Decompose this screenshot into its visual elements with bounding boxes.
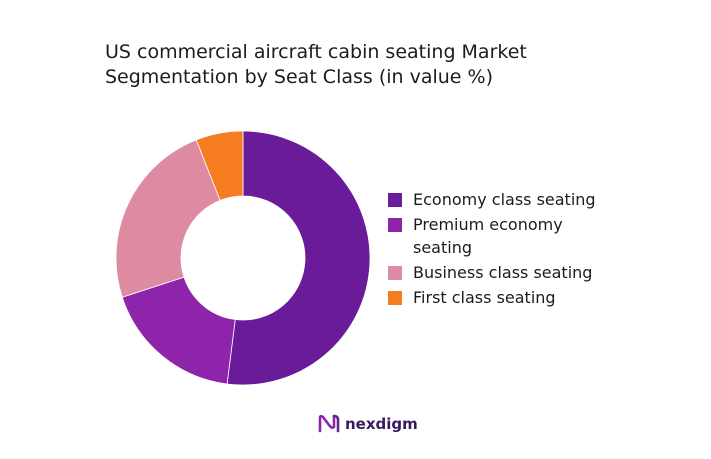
nexdigm-logo-icon (318, 414, 340, 433)
legend-swatch-economy (388, 193, 402, 207)
legend-item-premium-economy: Premium economy seating (388, 215, 613, 259)
legend-swatch-business (388, 266, 402, 280)
slice-first (195, 130, 244, 201)
legend-label-business: Business class seating (413, 263, 593, 282)
brand-logo: nexdigm (318, 414, 418, 434)
legend-label-first: First class seating (413, 288, 556, 307)
slice-premium-economy (121, 276, 236, 385)
chart-legend: Economy class seating Premium economy se… (388, 190, 613, 313)
chart-title-line-2: Segmentation by Seat Class (in value %) (105, 66, 494, 88)
chart-title: US commercial aircraft cabin seating Mar… (105, 40, 527, 90)
legend-item-economy: Economy class seating (388, 190, 613, 211)
legend-swatch-premium-economy (388, 218, 402, 232)
chart-title-line-1: US commercial aircraft cabin seating Mar… (105, 41, 527, 63)
legend-label-premium-economy: Premium economy seating (413, 215, 563, 257)
legend-label-economy: Economy class seating (413, 190, 596, 209)
legend-swatch-first (388, 291, 402, 305)
legend-item-first: First class seating (388, 288, 613, 309)
legend-item-business: Business class seating (388, 263, 613, 284)
slice-business (115, 139, 221, 298)
slice-economy (226, 130, 371, 386)
brand-name: nexdigm (345, 415, 418, 433)
